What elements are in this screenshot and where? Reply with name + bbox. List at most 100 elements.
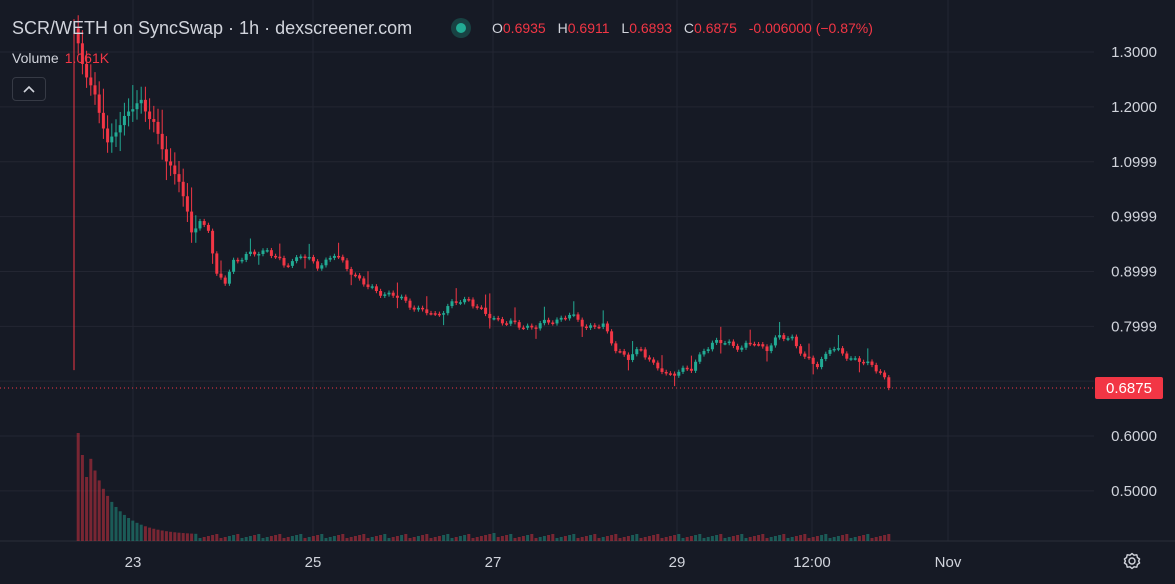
volume-bar	[509, 534, 513, 541]
candle-body	[694, 361, 698, 371]
candle-body	[190, 211, 194, 233]
volume-bar	[685, 537, 689, 541]
volume-bar	[656, 534, 660, 541]
candle-body	[698, 354, 702, 362]
price-tick-label: 1.2000	[1111, 99, 1157, 116]
volume-bar	[479, 536, 483, 541]
candle-body	[332, 255, 336, 258]
volume-bar	[227, 536, 231, 541]
volume-bar	[236, 534, 240, 541]
candle-body	[206, 224, 210, 231]
volume-bar	[303, 538, 307, 541]
volume-bar	[80, 455, 84, 541]
candle-body	[479, 307, 483, 309]
candle-body	[181, 181, 185, 197]
candle-body	[740, 347, 744, 350]
volume-bar	[542, 536, 546, 541]
volume-bar	[647, 536, 651, 541]
volume-bar	[723, 538, 727, 541]
candle-body	[723, 343, 727, 345]
candle-body	[471, 299, 475, 307]
candle-body	[395, 295, 399, 298]
close-value: 0.6875	[694, 20, 737, 36]
candle-body	[433, 313, 437, 315]
candle-body	[177, 174, 181, 182]
candle-body	[278, 256, 282, 259]
volume-bar	[215, 534, 219, 541]
volume-bar	[563, 536, 567, 541]
candle-body	[80, 43, 84, 64]
candle-body	[668, 373, 672, 375]
candle-body	[643, 349, 647, 358]
candle-body	[551, 322, 555, 325]
volume-bar	[849, 538, 853, 541]
high-value: 0.6911	[567, 20, 610, 36]
volume-bar	[400, 535, 404, 541]
volume-bar	[391, 537, 395, 541]
candle-body	[589, 325, 593, 328]
candle-body	[841, 348, 845, 354]
candle-body	[391, 292, 395, 296]
volume-bar	[366, 538, 370, 541]
volume-bar	[160, 530, 164, 541]
candle-body	[803, 353, 807, 357]
candle-body	[862, 361, 866, 364]
candle-body	[799, 346, 803, 354]
candle-body	[853, 358, 857, 360]
market-status-icon	[451, 18, 471, 38]
candle-body	[219, 273, 223, 278]
candle-body	[824, 353, 828, 359]
low-label: L	[621, 20, 630, 36]
candle-body	[227, 271, 231, 284]
volume-bar	[173, 532, 177, 541]
volume-bar	[299, 534, 303, 541]
price-tick-label: 0.7999	[1111, 318, 1157, 335]
candle-body	[152, 119, 156, 122]
volume-bar	[702, 538, 706, 541]
candle-body	[324, 259, 328, 266]
candle-body	[597, 326, 601, 329]
volume-bar	[358, 535, 362, 541]
volume-bar	[820, 535, 824, 541]
volume-bar	[547, 535, 551, 541]
candle-body	[416, 307, 420, 310]
volume-bar	[605, 536, 609, 541]
candle-body	[748, 342, 752, 345]
volume-value: 1.061K	[64, 50, 110, 66]
candle-body	[845, 353, 849, 359]
volume-bar	[727, 537, 731, 541]
candle-body	[887, 377, 891, 388]
volume-bar	[202, 537, 206, 541]
candle-body	[836, 348, 840, 350]
volume-bar	[845, 534, 849, 541]
time-tick-label: 27	[485, 554, 502, 571]
volume-bar	[404, 534, 408, 541]
settings-gear-icon[interactable]	[1122, 551, 1142, 571]
candle-body	[349, 269, 353, 275]
candle-body	[656, 362, 660, 369]
candle-body	[496, 318, 500, 320]
volume-bar	[484, 535, 488, 541]
volume-bar	[874, 537, 878, 541]
candle-body	[194, 228, 198, 233]
candle-body	[93, 85, 97, 95]
candle-body	[782, 335, 786, 339]
candle-body	[160, 133, 164, 150]
volume-bar	[832, 537, 836, 541]
volume-bar	[156, 529, 160, 541]
collapse-legend-button[interactable]	[12, 77, 46, 101]
candle-body	[639, 349, 643, 351]
candle-body	[76, 28, 80, 44]
volume-bar	[778, 535, 782, 541]
volume-bar	[475, 537, 479, 541]
candle-body	[358, 275, 362, 279]
candlesticks	[73, 15, 891, 391]
volume-bar	[815, 536, 819, 541]
volume-bar	[589, 535, 593, 541]
candle-body	[345, 260, 349, 270]
volume-bar	[442, 535, 446, 541]
volume-bar	[458, 536, 462, 541]
candle-body	[307, 257, 311, 259]
candle-body	[408, 300, 412, 308]
